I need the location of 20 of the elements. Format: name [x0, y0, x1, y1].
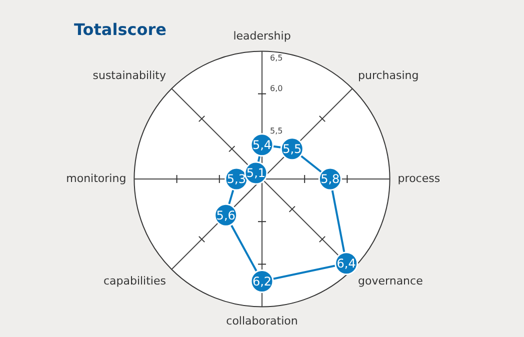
- data-label: 5,1: [246, 166, 266, 180]
- data-label: 5,6: [216, 208, 236, 222]
- spoke-label: governance: [358, 274, 424, 288]
- data-label: 5,5: [282, 142, 302, 156]
- data-label: 6,4: [336, 256, 356, 270]
- spoke-label: purchasing: [358, 69, 419, 82]
- spoke-label: sustainability: [92, 69, 166, 82]
- spoke-label: process: [398, 172, 440, 185]
- data-label: 6,2: [252, 274, 272, 288]
- y-tick-label: 6,0: [270, 84, 283, 93]
- spoke-label: monitoring: [66, 172, 126, 185]
- data-label: 5,4: [252, 138, 272, 152]
- y-tick-label: 5,5: [270, 126, 283, 136]
- spoke-label: leadership: [233, 29, 291, 42]
- data-label: 5,3: [226, 172, 246, 186]
- spoke-label: capabilities: [103, 274, 166, 288]
- spoke-label: collaboration: [226, 314, 298, 328]
- chart-title: Totalscore: [74, 20, 166, 39]
- y-tick-label: 6,5: [270, 53, 283, 62]
- data-label: 5,8: [320, 172, 340, 186]
